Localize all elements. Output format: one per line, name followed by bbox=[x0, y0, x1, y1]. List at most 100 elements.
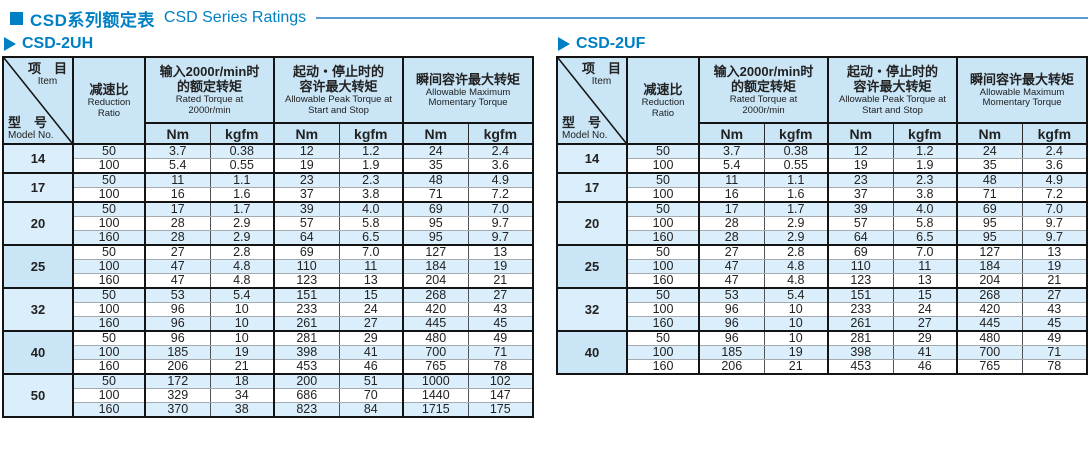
value-cell: 78 bbox=[1021, 359, 1088, 375]
value-cell: 27 bbox=[144, 244, 211, 260]
ratio-cell: 160 bbox=[626, 316, 700, 332]
value-cell: 28 bbox=[144, 216, 211, 231]
table-row: 25 50 27 2.8 69 7.0 127 13 bbox=[2, 244, 534, 289]
value-cell: 49 bbox=[1021, 330, 1088, 346]
table-row: 100 28 2.9 57 5.8 95 9.7 bbox=[3, 216, 534, 231]
value-cell: 185 bbox=[144, 345, 211, 360]
value-cell: 420 bbox=[402, 302, 469, 317]
unit-header-kgfm: kgfm bbox=[209, 122, 275, 145]
unit-header-nm: Nm bbox=[827, 122, 894, 145]
value-cell: 7.0 bbox=[467, 201, 534, 217]
value-cell: 2.8 bbox=[763, 244, 829, 260]
value-cell: 420 bbox=[956, 302, 1023, 317]
table-row: 100 96 10 233 24 420 43 bbox=[557, 302, 1088, 317]
ratio-cell: 100 bbox=[626, 158, 700, 174]
ratio-cell: 50 bbox=[626, 172, 700, 188]
ratio-cell: 50 bbox=[72, 287, 146, 303]
table-row: 100 185 19 398 41 700 71 bbox=[3, 345, 534, 360]
value-cell: 71 bbox=[956, 187, 1023, 203]
value-cell: 700 bbox=[402, 345, 469, 360]
value-cell: 4.8 bbox=[763, 259, 829, 274]
table-row: 160 28 2.9 64 6.5 95 9.7 bbox=[557, 230, 1088, 246]
value-cell: 35 bbox=[402, 158, 469, 174]
value-cell: 16 bbox=[144, 187, 211, 203]
value-cell: 13 bbox=[1021, 244, 1088, 260]
value-cell: 765 bbox=[402, 359, 469, 375]
value-cell: 41 bbox=[892, 345, 958, 360]
value-cell: 123 bbox=[273, 273, 340, 289]
value-cell: 47 bbox=[144, 259, 211, 274]
value-cell: 7.2 bbox=[1021, 187, 1088, 203]
value-cell: 19 bbox=[827, 158, 894, 174]
value-cell: 3.8 bbox=[338, 187, 404, 203]
ratio-cell: 160 bbox=[72, 359, 146, 375]
value-cell: 1.7 bbox=[763, 201, 829, 217]
unit-header-nm: Nm bbox=[402, 122, 469, 145]
value-cell: 686 bbox=[273, 388, 340, 403]
page-title-en: CSD Series Ratings bbox=[163, 9, 307, 26]
value-cell: 45 bbox=[1021, 316, 1088, 332]
value-cell: 11 bbox=[892, 259, 958, 274]
ratio-cell: 50 bbox=[72, 201, 146, 217]
value-cell: 19 bbox=[1021, 259, 1088, 274]
value-cell: 43 bbox=[467, 302, 534, 317]
value-cell: 3.6 bbox=[467, 158, 534, 174]
value-cell: 2.3 bbox=[892, 172, 958, 188]
table-row: 100 47 4.8 110 11 184 19 bbox=[557, 259, 1088, 274]
unit-header-kgfm: kgfm bbox=[892, 122, 958, 145]
value-cell: 21 bbox=[209, 359, 275, 375]
value-cell: 47 bbox=[144, 273, 211, 289]
value-cell: 17 bbox=[698, 201, 765, 217]
value-cell: 185 bbox=[698, 345, 765, 360]
value-cell: 261 bbox=[827, 316, 894, 332]
value-cell: 281 bbox=[273, 330, 340, 346]
value-cell: 175 bbox=[467, 402, 534, 418]
value-cell: 184 bbox=[956, 259, 1023, 274]
value-cell: 206 bbox=[144, 359, 211, 375]
value-cell: 4.0 bbox=[892, 201, 958, 217]
ratings-table-csd-2uh: 项 目 Item 型 号 Model No. 减速比 Reduction Ratio 输… bbox=[2, 56, 535, 418]
ratio-cell: 100 bbox=[72, 216, 146, 231]
value-cell: 10 bbox=[209, 330, 275, 346]
value-cell: 37 bbox=[273, 187, 340, 203]
value-cell: 0.38 bbox=[209, 143, 275, 159]
table-row: 32 50 53 5.4 151 15 268 27 bbox=[2, 287, 534, 332]
table-row: 40 50 96 10 281 29 480 49 bbox=[2, 330, 534, 375]
torque-group-header-0: 输入2000r/min时 的额定转矩 Rated Torque at 2000r/mi… bbox=[697, 56, 829, 124]
value-cell: 28 bbox=[698, 216, 765, 231]
value-cell: 10 bbox=[763, 302, 829, 317]
value-cell: 204 bbox=[956, 273, 1023, 289]
value-cell: 5.4 bbox=[144, 158, 211, 174]
table-row: 14 50 3.7 0.38 12 1.2 24 2.4 bbox=[556, 143, 1088, 174]
ratio-cell: 100 bbox=[72, 187, 146, 203]
value-cell: 27 bbox=[892, 316, 958, 332]
table-row: 160 47 4.8 123 13 204 21 bbox=[557, 273, 1088, 289]
value-cell: 0.55 bbox=[763, 158, 829, 174]
value-cell: 29 bbox=[892, 330, 958, 346]
value-cell: 9.7 bbox=[467, 216, 534, 231]
value-cell: 268 bbox=[956, 287, 1023, 303]
ratio-cell: 100 bbox=[72, 259, 146, 274]
value-cell: 19 bbox=[467, 259, 534, 274]
ratio-cell: 50 bbox=[72, 373, 146, 389]
value-cell: 700 bbox=[956, 345, 1023, 360]
value-cell: 21 bbox=[763, 359, 829, 375]
value-cell: 233 bbox=[827, 302, 894, 317]
value-cell: 53 bbox=[698, 287, 765, 303]
table-row: 100 16 1.6 37 3.8 71 7.2 bbox=[3, 187, 534, 203]
value-cell: 4.9 bbox=[467, 172, 534, 188]
value-cell: 69 bbox=[827, 244, 894, 260]
value-cell: 29 bbox=[338, 330, 404, 346]
value-cell: 1715 bbox=[402, 402, 469, 418]
value-cell: 2.4 bbox=[1021, 143, 1088, 159]
value-cell: 53 bbox=[144, 287, 211, 303]
value-cell: 39 bbox=[827, 201, 894, 217]
value-cell: 110 bbox=[273, 259, 340, 274]
table-row: 100 28 2.9 57 5.8 95 9.7 bbox=[557, 216, 1088, 231]
value-cell: 5.4 bbox=[698, 158, 765, 174]
value-cell: 268 bbox=[402, 287, 469, 303]
value-cell: 51 bbox=[338, 373, 404, 389]
item-model-header-cell: 项 目 Item 型 号 Model No. bbox=[2, 56, 74, 145]
header-rule-line bbox=[316, 17, 1088, 19]
value-cell: 123 bbox=[827, 273, 894, 289]
